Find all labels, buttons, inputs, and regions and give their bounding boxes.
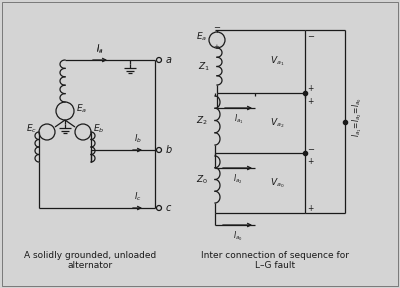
Text: $+$: $+$: [307, 203, 314, 213]
Text: $I_{a_0}$: $I_{a_0}$: [233, 229, 242, 242]
Text: $-$: $-$: [307, 143, 315, 153]
Text: $Z_1$: $Z_1$: [198, 60, 210, 73]
Text: $I_c$: $I_c$: [134, 190, 142, 203]
Text: $I_{a_2}$: $I_{a_2}$: [233, 172, 242, 185]
Text: $E_a$: $E_a$: [76, 103, 87, 115]
Text: $E_c$: $E_c$: [26, 123, 37, 135]
Text: $V_{a_2}$: $V_{a_2}$: [270, 116, 284, 130]
Text: $+$: $+$: [214, 42, 220, 51]
Text: A solidly grounded, unloaded
alternator: A solidly grounded, unloaded alternator: [24, 251, 156, 270]
Text: c: c: [166, 203, 171, 213]
Text: $-$: $-$: [213, 21, 221, 30]
Text: $+$: $+$: [307, 156, 314, 166]
Text: $Z_0$: $Z_0$: [196, 173, 208, 186]
Text: $Z_2$: $Z_2$: [196, 114, 208, 127]
Text: $E_a$: $E_a$: [196, 31, 207, 43]
Text: b: b: [166, 145, 172, 155]
Text: $E_b$: $E_b$: [93, 123, 104, 135]
Text: $I_a$: $I_a$: [96, 43, 104, 56]
Text: a: a: [166, 55, 172, 65]
Text: Inter connection of sequence for
L–G fault: Inter connection of sequence for L–G fau…: [201, 251, 349, 270]
Text: $+$: $+$: [307, 83, 314, 93]
Text: $V_{a_0}$: $V_{a_0}$: [270, 176, 284, 190]
Text: $I_b$: $I_b$: [134, 132, 142, 145]
Text: $V_{a_1}$: $V_{a_1}$: [270, 55, 284, 68]
Text: $I_{a_1}\!=\!I_{a_2}\!=\!I_{a_0}$: $I_{a_1}\!=\!I_{a_2}\!=\!I_{a_0}$: [350, 96, 364, 137]
Text: $I_{a_1}$: $I_{a_1}$: [234, 112, 243, 126]
Text: $I_a$: $I_a$: [96, 43, 104, 55]
Text: $-$: $-$: [307, 31, 315, 39]
Text: $+$: $+$: [307, 96, 314, 106]
